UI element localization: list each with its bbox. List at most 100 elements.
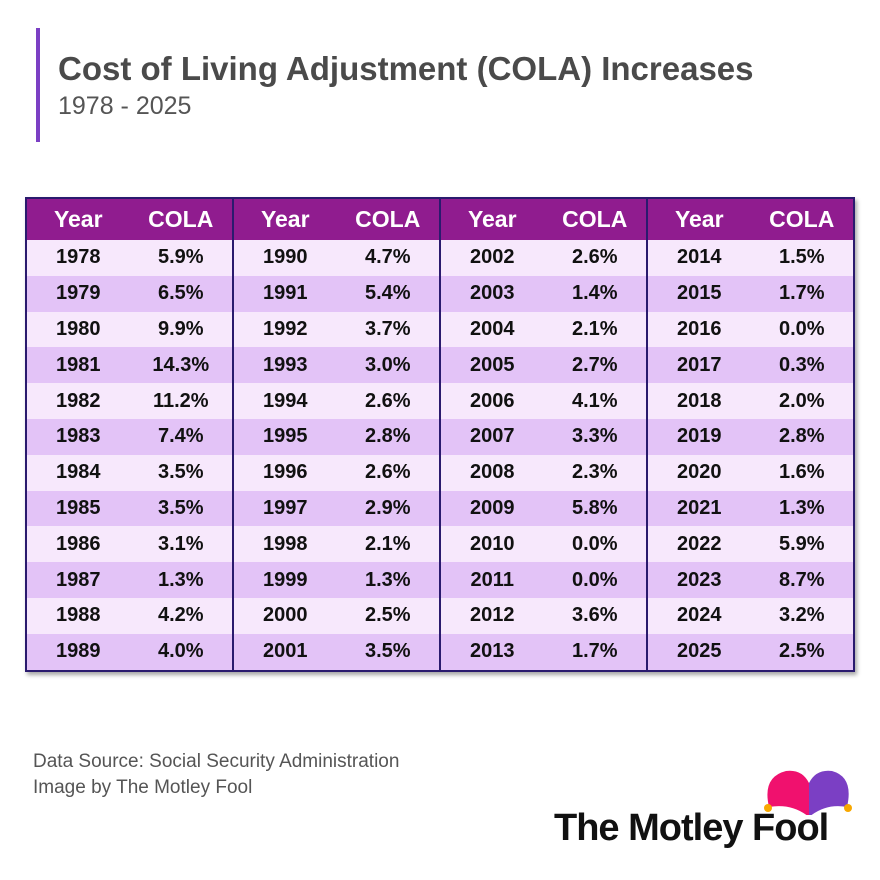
- cola-cell: 2.6%: [364, 389, 411, 412]
- table-header: Year COLA: [441, 199, 646, 240]
- year-cell: 2017: [677, 353, 722, 376]
- table-row: 2018 2.0%: [648, 383, 853, 419]
- year-cell: 2009: [470, 496, 515, 519]
- table-row: 1984 3.5%: [27, 454, 232, 491]
- cola-cell: 1.6%: [778, 461, 825, 484]
- year-cell: 1986: [56, 532, 101, 555]
- year-cell: 1981: [56, 353, 101, 376]
- table-group: Year COLA 2014 1.5% 2015 1.7% 2016 0.0% 2017 0.3%…: [648, 199, 853, 670]
- year-cell: 2003: [470, 282, 515, 305]
- cola-cell: 1.4%: [571, 282, 618, 305]
- year-cell: 2010: [470, 532, 515, 555]
- table-row: 2024 3.2%: [648, 597, 853, 634]
- table-row: 2004 2.1%: [441, 311, 646, 348]
- accent-bar: [36, 28, 40, 142]
- year-cell: 2023: [677, 568, 722, 591]
- cola-cell: 11.2%: [152, 389, 209, 412]
- year-cell: 2016: [677, 317, 722, 340]
- table-row: 1992 3.7%: [234, 311, 439, 348]
- cola-cell: 3.5%: [157, 496, 204, 519]
- year-cell: 2012: [470, 604, 515, 627]
- cola-cell: 2.9%: [364, 496, 411, 519]
- year-cell: 1988: [56, 604, 101, 627]
- table-row: 1997 2.9%: [234, 490, 439, 527]
- table-row: 1994 2.6%: [234, 383, 439, 419]
- cola-cell: 14.3%: [152, 353, 210, 376]
- year-cell: 1987: [56, 568, 101, 591]
- cola-cell: 2.0%: [778, 389, 825, 412]
- table-row: 2014 1.5%: [648, 240, 853, 276]
- year-cell: 1985: [56, 496, 101, 519]
- year-cell: 1991: [263, 282, 308, 305]
- year-cell: 1990: [263, 246, 308, 269]
- table-row: 1983 7.4%: [27, 418, 232, 455]
- table-row: 1980 9.9%: [27, 311, 232, 348]
- table-row: 2000 2.5%: [234, 597, 439, 634]
- cola-cell: 3.7%: [364, 317, 411, 340]
- cola-cell: 3.1%: [157, 532, 204, 555]
- table-row: 2001 3.5%: [234, 633, 439, 670]
- table-row: 2012 3.6%: [441, 597, 646, 634]
- year-cell: 2015: [677, 282, 722, 305]
- source-note: Data Source: Social Security Administrat…: [33, 749, 399, 801]
- cola-table: Year COLA 1978 5.9% 1979 6.5% 1980 9.9% 1981 14.3…: [25, 197, 855, 672]
- year-cell: 2011: [470, 568, 514, 591]
- year-cell: 2004: [470, 317, 515, 340]
- table-row: 2003 1.4%: [441, 275, 646, 312]
- cola-cell: 1.5%: [778, 246, 825, 269]
- year-cell: 2006: [470, 389, 515, 412]
- cola-cell: 4.2%: [157, 604, 204, 627]
- table-row: 2017 0.3%: [648, 347, 853, 384]
- year-cell: 1982: [56, 389, 101, 412]
- cola-cell: 2.6%: [571, 246, 618, 269]
- cola-cell: 0.0%: [778, 317, 825, 340]
- cola-cell: 2.3%: [571, 461, 618, 484]
- cola-cell: 5.9%: [778, 532, 825, 555]
- table-row: 1981 14.3%: [27, 347, 232, 384]
- year-cell: 1980: [56, 317, 101, 340]
- table-group: Year COLA 2002 2.6% 2003 1.4% 2004 2.1% 2005 2.7%…: [441, 199, 648, 670]
- cola-cell: 1.3%: [778, 496, 825, 519]
- cola-header: COLA: [562, 206, 628, 232]
- table-row: 2002 2.6%: [441, 240, 646, 276]
- table-row: 2011 0.0%: [441, 562, 646, 598]
- year-cell: 1997: [263, 496, 308, 519]
- cola-cell: 0.0%: [571, 532, 618, 555]
- year-cell: 2000: [263, 604, 308, 627]
- cola-cell: 1.7%: [778, 282, 825, 305]
- year-cell: 1983: [56, 425, 101, 448]
- table-row: 1995 2.8%: [234, 418, 439, 455]
- year-cell: 1995: [263, 425, 308, 448]
- table-row: 2022 5.9%: [648, 526, 853, 563]
- cola-header: COLA: [355, 206, 421, 232]
- year-cell: 1994: [263, 389, 308, 412]
- cola-cell: 2.5%: [364, 604, 411, 627]
- page-subtitle: 1978 - 2025: [58, 92, 192, 120]
- table-row: 2020 1.6%: [648, 454, 853, 491]
- jester-hat-icon: [764, 770, 852, 815]
- cola-cell: 7.4%: [157, 425, 204, 448]
- table-row: 1988 4.2%: [27, 597, 232, 634]
- table-row: 2013 1.7%: [441, 633, 646, 670]
- year-header: Year: [467, 206, 517, 232]
- table-header: Year COLA: [234, 199, 439, 240]
- cola-cell: 1.3%: [157, 568, 204, 591]
- year-cell: 1996: [263, 461, 308, 484]
- table-row: 2010 0.0%: [441, 526, 646, 563]
- cola-cell: 2.5%: [778, 640, 825, 663]
- table-row: 2025 2.5%: [648, 633, 853, 670]
- cola-cell: 2.8%: [778, 425, 825, 448]
- table-row: 1989 4.0%: [27, 633, 232, 670]
- cola-cell: 6.5%: [157, 282, 204, 305]
- year-header: Year: [674, 206, 724, 232]
- table-row: 2005 2.7%: [441, 347, 646, 384]
- year-cell: 2022: [677, 532, 722, 555]
- cola-header: COLA: [769, 206, 835, 232]
- table-row: 1987 1.3%: [27, 562, 232, 598]
- year-cell: 2018: [677, 389, 722, 412]
- year-cell: 2021: [677, 496, 722, 519]
- year-cell: 2019: [677, 425, 722, 448]
- cola-cell: 4.1%: [571, 389, 618, 412]
- cola-cell: 3.0%: [364, 353, 411, 376]
- year-cell: 1993: [263, 353, 308, 376]
